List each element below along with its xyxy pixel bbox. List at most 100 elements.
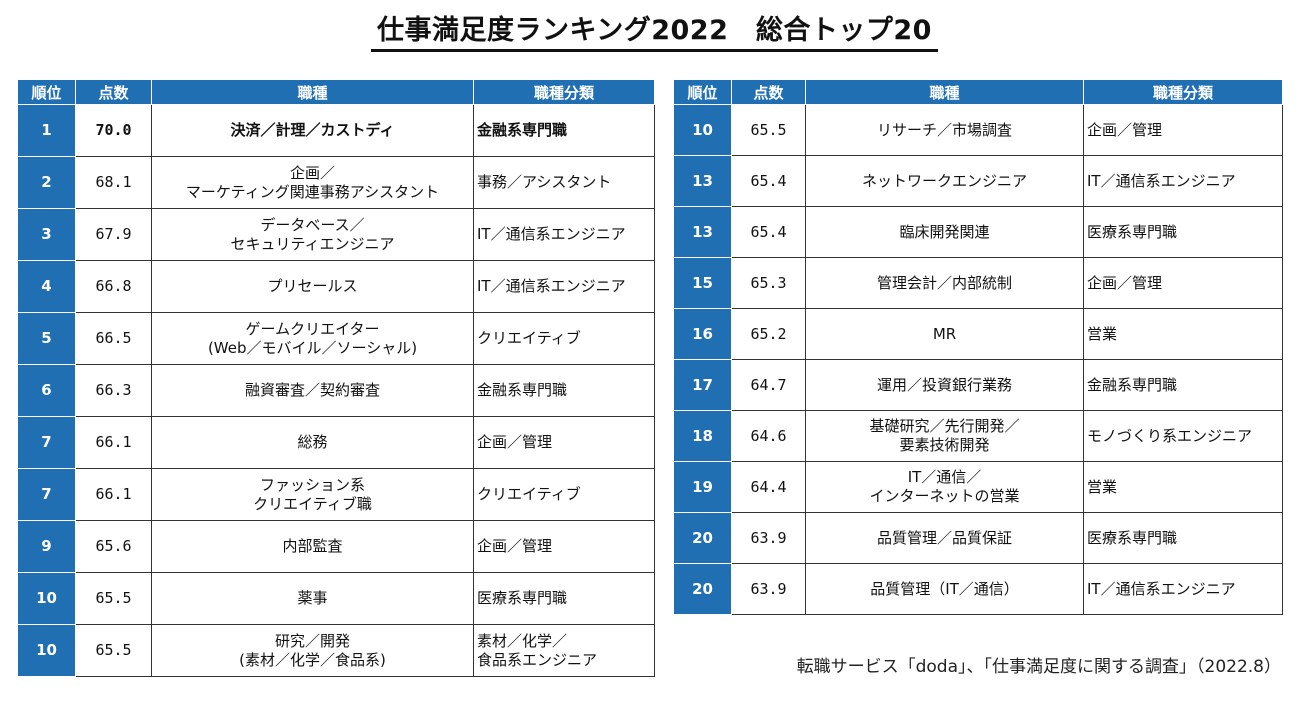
page-title-wrap: 仕事満足度ランキング2022 総合トップ20 — [0, 8, 1309, 52]
category-cell: 企画／管理 — [473, 520, 655, 573]
table-row: 20 63.9 品質管理／品質保証 医療系専門職 — [673, 512, 1283, 564]
score-cell: 65.3 — [731, 257, 806, 309]
rank-cell: 10 — [17, 572, 76, 625]
page-title: 仕事満足度ランキング2022 総合トップ20 — [371, 8, 938, 52]
job-cell: ネットワークエンジニア — [805, 155, 1084, 207]
job-cell: 運用／投資銀行業務 — [805, 359, 1084, 411]
header-job: 職種 — [805, 79, 1084, 105]
table-row: 2 68.1 企画／ マーケティング関連事務アシスタント 事務／アシスタント — [17, 156, 655, 209]
job-line: インターネットの営業 — [869, 487, 1020, 505]
header-job: 職種 — [151, 79, 474, 105]
category-line: 食品系エンジニア — [477, 650, 598, 669]
job-cell: 企画／ マーケティング関連事務アシスタント — [151, 156, 474, 209]
ranking-table-left: 順位 点数 職種 職種分類 1 70.0 決済／計理／カストディ 金融系専門職 2 68.… — [17, 79, 655, 677]
category-cell: 企画／管理 — [1083, 257, 1283, 309]
job-line: 内部監査 — [282, 537, 343, 555]
category-line: クリエイティブ — [477, 485, 581, 503]
job-line: マーケティング関連事務アシスタント — [185, 182, 440, 201]
job-line: 運用／投資銀行業務 — [876, 375, 1012, 394]
rank-cell: 5 — [17, 312, 76, 365]
table-row: 10 65.5 薬事 医療系専門職 — [17, 572, 655, 625]
category-line: IT／通信系エンジニア — [477, 277, 626, 295]
category-line: 金融系専門職 — [477, 121, 568, 139]
job-cell: MR — [805, 308, 1084, 360]
job-cell: 管理会計／内部統制 — [805, 257, 1084, 309]
category-cell: 医療系専門職 — [1083, 206, 1283, 258]
rank-cell: 17 — [673, 359, 732, 411]
job-cell: IT／通信／ インターネットの営業 — [805, 461, 1084, 513]
job-line: 総務 — [297, 433, 328, 451]
job-line: クリエイティブ職 — [253, 494, 372, 513]
category-cell: クリエイティブ — [473, 312, 655, 365]
table-row: 3 67.9 データベース／ セキュリティエンジニア IT／通信系エンジニア — [17, 208, 655, 261]
category-line: 医療系専門職 — [1087, 222, 1178, 241]
rank-cell: 10 — [17, 624, 76, 677]
job-line: 研究／開発 — [274, 631, 350, 650]
score-cell: 66.1 — [75, 468, 152, 521]
category-line: 医療系専門職 — [1087, 528, 1178, 547]
ranking-body-right: 10 65.5 リサーチ／市場調査 企画／管理 13 65.4 ネットワークエンジニア IT／… — [673, 104, 1283, 615]
job-line: ファッション系 — [259, 475, 365, 494]
header-score: 点数 — [731, 79, 806, 105]
job-cell: プリセールス — [151, 260, 474, 313]
job-cell: リサーチ／市場調査 — [805, 104, 1084, 156]
score-cell: 65.2 — [731, 308, 806, 360]
job-cell: 決済／計理／カストディ — [151, 104, 474, 157]
job-line: IT／通信／ — [907, 468, 982, 486]
table-row: 1 70.0 決済／計理／カストディ 金融系専門職 — [17, 104, 655, 157]
category-cell: 医療系専門職 — [1083, 512, 1283, 564]
score-cell: 64.6 — [731, 410, 806, 462]
job-line: リサーチ／市場調査 — [876, 120, 1012, 139]
score-cell: 64.4 — [731, 461, 806, 513]
rank-cell: 20 — [673, 563, 732, 615]
rank-cell: 15 — [673, 257, 732, 309]
job-cell: 内部監査 — [151, 520, 474, 573]
rank-cell: 20 — [673, 512, 732, 564]
job-cell: 品質管理（IT／通信） — [805, 563, 1084, 615]
score-cell: 67.9 — [75, 208, 152, 261]
category-cell: 営業 — [1083, 461, 1283, 513]
header-category: 職種分類 — [1083, 79, 1283, 105]
rank-cell: 2 — [17, 156, 76, 209]
score-cell: 68.1 — [75, 156, 152, 209]
header-rank: 順位 — [673, 79, 732, 105]
header-category: 職種分類 — [473, 79, 655, 105]
category-line: IT／通信系エンジニア — [1087, 579, 1236, 598]
category-cell: クリエイティブ — [473, 468, 655, 521]
score-cell: 66.5 — [75, 312, 152, 365]
job-line: プリセールス — [267, 277, 358, 295]
category-cell: モノづくり系エンジニア — [1083, 410, 1283, 462]
job-cell: ゲームクリエイター (Web／モバイル／ソーシャル) — [151, 312, 474, 365]
job-line: 融資審査／契約審査 — [244, 381, 380, 399]
table-header-row: 順位 点数 職種 職種分類 — [17, 79, 655, 105]
score-cell: 66.8 — [75, 260, 152, 313]
job-line: ネットワークエンジニア — [861, 171, 1027, 190]
category-cell: IT／通信系エンジニア — [1083, 563, 1283, 615]
category-cell: 金融系専門職 — [1083, 359, 1283, 411]
score-cell: 65.5 — [731, 104, 806, 156]
job-cell: 総務 — [151, 416, 474, 469]
table-row: 18 64.6 基礎研究／先行開発／ 要素技術開発 モノづくり系エンジニア — [673, 410, 1283, 462]
category-cell: IT／通信系エンジニア — [473, 260, 655, 313]
category-cell: 営業 — [1083, 308, 1283, 360]
table-row: 7 66.1 総務 企画／管理 — [17, 416, 655, 469]
ranking-table-right: 順位 点数 職種 職種分類 10 65.5 リサーチ／市場調査 企画／管理 13 65.4… — [673, 79, 1283, 615]
job-cell: ファッション系 クリエイティブ職 — [151, 468, 474, 521]
category-line: 金融系専門職 — [477, 381, 568, 399]
table-row: 13 65.4 ネットワークエンジニア IT／通信系エンジニア — [673, 155, 1283, 207]
table-row: 13 65.4 臨床開発関連 医療系専門職 — [673, 206, 1283, 258]
table-row: 5 66.5 ゲームクリエイター (Web／モバイル／ソーシャル) クリエイティブ — [17, 312, 655, 365]
category-line: IT／通信系エンジニア — [1087, 171, 1236, 190]
job-cell: 薬事 — [151, 572, 474, 625]
rank-cell: 13 — [673, 155, 732, 207]
category-line: 営業 — [1087, 477, 1118, 496]
table-row: 10 65.5 リサーチ／市場調査 企画／管理 — [673, 104, 1283, 156]
category-cell: 企画／管理 — [473, 416, 655, 469]
job-line: 薬事 — [297, 589, 328, 607]
table-header-row: 順位 点数 職種 職種分類 — [673, 79, 1283, 105]
category-cell: 素材／化学／ 食品系エンジニア — [473, 624, 655, 677]
job-line: 決済／計理／カストディ — [230, 121, 395, 139]
job-line: 品質管理（IT／通信） — [870, 579, 1019, 598]
score-cell: 66.3 — [75, 364, 152, 417]
table-row: 10 65.5 研究／開発 (素材／化学／食品系) 素材／化学／ 食品系エンジニア — [17, 624, 655, 677]
